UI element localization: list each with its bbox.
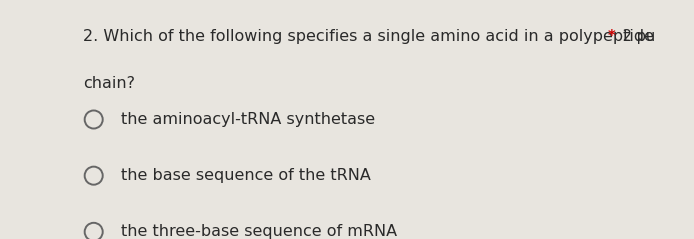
Text: 2. Which of the following specifies a single amino acid in a polypeptide: 2. Which of the following specifies a si… (83, 29, 654, 44)
Text: the three-base sequence of mRNA: the three-base sequence of mRNA (121, 224, 398, 239)
Text: the base sequence of the tRNA: the base sequence of the tRNA (121, 168, 371, 183)
Text: 2 pu: 2 pu (618, 29, 655, 44)
Text: *: * (607, 29, 615, 44)
Text: the aminoacyl-tRNA synthetase: the aminoacyl-tRNA synthetase (121, 112, 375, 127)
Text: chain?: chain? (83, 76, 135, 92)
